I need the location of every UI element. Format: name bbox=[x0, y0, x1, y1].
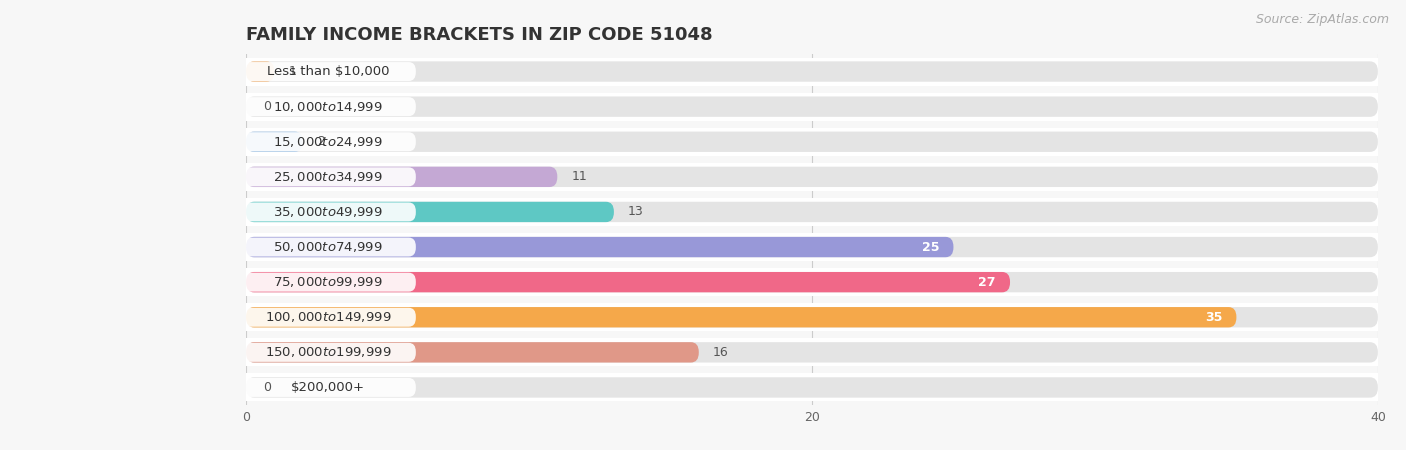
Text: $25,000 to $34,999: $25,000 to $34,999 bbox=[273, 170, 382, 184]
Text: 2: 2 bbox=[316, 135, 325, 148]
FancyBboxPatch shape bbox=[246, 268, 1378, 296]
FancyBboxPatch shape bbox=[240, 273, 416, 292]
Text: FAMILY INCOME BRACKETS IN ZIP CODE 51048: FAMILY INCOME BRACKETS IN ZIP CODE 51048 bbox=[246, 26, 713, 44]
Text: 16: 16 bbox=[713, 346, 728, 359]
FancyBboxPatch shape bbox=[246, 93, 1378, 121]
FancyBboxPatch shape bbox=[246, 374, 1378, 401]
FancyBboxPatch shape bbox=[246, 342, 699, 363]
FancyBboxPatch shape bbox=[240, 202, 416, 221]
FancyBboxPatch shape bbox=[246, 237, 953, 257]
Text: 25: 25 bbox=[922, 241, 939, 253]
Text: 0: 0 bbox=[263, 100, 271, 113]
Text: 13: 13 bbox=[628, 206, 644, 218]
FancyBboxPatch shape bbox=[246, 166, 557, 187]
FancyBboxPatch shape bbox=[246, 202, 614, 222]
Text: $35,000 to $49,999: $35,000 to $49,999 bbox=[273, 205, 382, 219]
FancyBboxPatch shape bbox=[246, 342, 1378, 363]
Text: 11: 11 bbox=[571, 171, 588, 183]
FancyBboxPatch shape bbox=[246, 58, 1378, 86]
FancyBboxPatch shape bbox=[240, 378, 416, 397]
FancyBboxPatch shape bbox=[240, 308, 416, 327]
Text: 27: 27 bbox=[979, 276, 995, 288]
FancyBboxPatch shape bbox=[246, 131, 302, 152]
Text: 0: 0 bbox=[263, 381, 271, 394]
FancyBboxPatch shape bbox=[246, 233, 1378, 261]
FancyBboxPatch shape bbox=[240, 167, 416, 186]
FancyBboxPatch shape bbox=[240, 97, 416, 116]
FancyBboxPatch shape bbox=[246, 163, 1378, 191]
Text: Less than $10,000: Less than $10,000 bbox=[267, 65, 389, 78]
FancyBboxPatch shape bbox=[246, 128, 1378, 156]
Text: $15,000 to $24,999: $15,000 to $24,999 bbox=[273, 135, 382, 149]
FancyBboxPatch shape bbox=[246, 166, 1378, 187]
FancyBboxPatch shape bbox=[246, 377, 1378, 398]
FancyBboxPatch shape bbox=[240, 62, 416, 81]
FancyBboxPatch shape bbox=[246, 272, 1010, 292]
FancyBboxPatch shape bbox=[246, 307, 1378, 328]
Text: 35: 35 bbox=[1205, 311, 1222, 324]
Text: $100,000 to $149,999: $100,000 to $149,999 bbox=[264, 310, 391, 324]
FancyBboxPatch shape bbox=[246, 131, 1378, 152]
FancyBboxPatch shape bbox=[240, 132, 416, 151]
FancyBboxPatch shape bbox=[246, 198, 1378, 226]
Text: $50,000 to $74,999: $50,000 to $74,999 bbox=[273, 240, 382, 254]
Text: $150,000 to $199,999: $150,000 to $199,999 bbox=[264, 345, 391, 360]
Text: $75,000 to $99,999: $75,000 to $99,999 bbox=[273, 275, 382, 289]
FancyBboxPatch shape bbox=[246, 61, 274, 82]
Text: $10,000 to $14,999: $10,000 to $14,999 bbox=[273, 99, 382, 114]
FancyBboxPatch shape bbox=[240, 238, 416, 256]
FancyBboxPatch shape bbox=[246, 202, 1378, 222]
FancyBboxPatch shape bbox=[246, 307, 1236, 328]
FancyBboxPatch shape bbox=[240, 343, 416, 362]
Text: 1: 1 bbox=[288, 65, 297, 78]
FancyBboxPatch shape bbox=[246, 303, 1378, 331]
Text: Source: ZipAtlas.com: Source: ZipAtlas.com bbox=[1256, 14, 1389, 27]
FancyBboxPatch shape bbox=[246, 61, 1378, 82]
FancyBboxPatch shape bbox=[246, 338, 1378, 366]
Text: $200,000+: $200,000+ bbox=[291, 381, 366, 394]
FancyBboxPatch shape bbox=[246, 96, 1378, 117]
FancyBboxPatch shape bbox=[246, 237, 1378, 257]
FancyBboxPatch shape bbox=[246, 272, 1378, 292]
